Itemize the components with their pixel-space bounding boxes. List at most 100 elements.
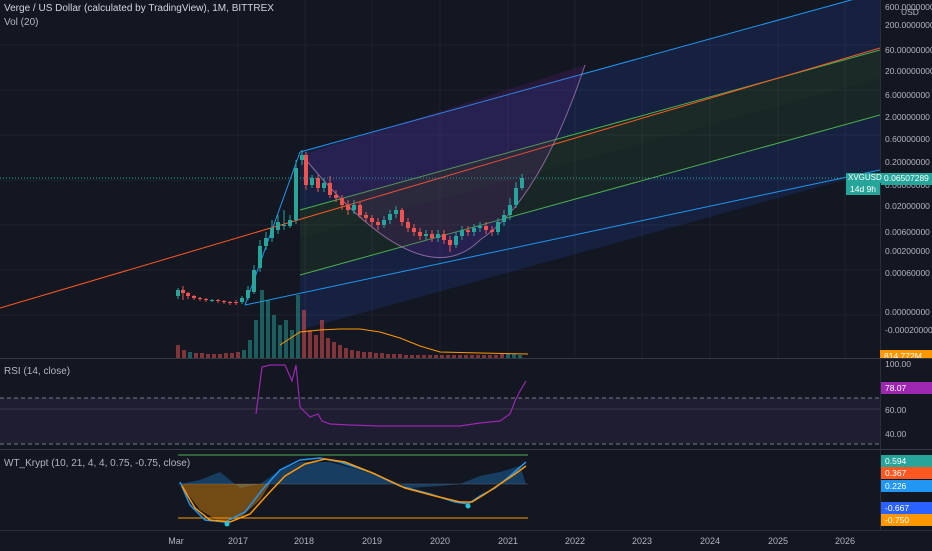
candle-body [346, 205, 350, 210]
volume-bar [512, 354, 516, 358]
price-tick: 0.60000000 [885, 134, 930, 144]
candle-body [276, 222, 280, 230]
candle-body [264, 238, 268, 246]
candle-body [222, 301, 226, 302]
candle-body [210, 300, 214, 301]
rsi-value-badge: 78.07 [881, 382, 932, 394]
volume-bar [518, 355, 522, 358]
volume-bar [434, 355, 438, 358]
cup-arc [301, 64, 586, 258]
time-tick: 2023 [631, 536, 653, 546]
candle-body [328, 183, 332, 195]
price-tick: 200.00000000 [885, 20, 932, 30]
rsi-chart[interactable] [0, 359, 880, 449]
wt-orange-line [181, 458, 527, 523]
price-chart[interactable] [0, 0, 880, 358]
price-badge: XVGUSD 0.06507289 [846, 173, 932, 183]
time-tick: 2019 [361, 536, 383, 546]
time-tick: 2026 [834, 536, 856, 546]
volume-bar [416, 355, 420, 358]
candle-body [352, 205, 356, 210]
volume-bar [506, 353, 510, 358]
volume-bar [362, 352, 366, 358]
candle-body [192, 296, 196, 298]
wt-chart[interactable] [0, 450, 880, 530]
channel-bottom-line [244, 169, 880, 306]
candle-body [484, 226, 488, 230]
pane-separator[interactable] [0, 358, 932, 359]
price-tick: 0.02000000 [885, 201, 930, 211]
channel-top-line [299, 0, 853, 153]
candle-body [300, 155, 304, 160]
rsi-axis[interactable]: 100.00 60.00 40.00 78.07 [880, 359, 932, 449]
candle-body [382, 220, 386, 225]
volume-bar [248, 340, 252, 358]
time-tick: 2018 [293, 536, 315, 546]
channel-upper-band [300, 0, 880, 210]
channel-mid-lower-band [300, 78, 880, 275]
price-tick: 600.00000000 [885, 2, 932, 12]
candle-body [181, 290, 185, 293]
candle-body [454, 236, 458, 245]
candle-body [364, 215, 368, 218]
pane-separator-2[interactable] [0, 449, 932, 450]
candle-body [370, 218, 374, 222]
candle-body [478, 226, 482, 228]
volume-bar [272, 315, 276, 358]
candle-body [198, 298, 202, 299]
candle-body [472, 228, 476, 232]
volume-bar [194, 353, 198, 358]
volume-bar [302, 310, 306, 358]
countdown-badge: 14d 9h [846, 183, 880, 195]
candle-body [216, 300, 220, 301]
volume-bar [176, 345, 180, 358]
candle-body [288, 220, 292, 226]
wt-axis[interactable]: 0.594 0.367 0.226 -0.667 -0.750 [880, 450, 932, 530]
wt-label: WT_Krypt (10, 21, 4, 4, 0.75, -0.75, clo… [4, 458, 191, 469]
volume-bars [176, 290, 522, 358]
wt-badge-3: 0.226 [881, 480, 932, 492]
candle-body [252, 270, 256, 292]
volume-bar [332, 342, 336, 358]
rsi-tick-100: 100.00 [885, 359, 911, 369]
rsi-value-text: 78.07 [885, 383, 907, 393]
volume-bar [308, 330, 312, 358]
volume-bar [392, 354, 396, 358]
volume-bar [320, 320, 324, 358]
volume-bar [440, 355, 444, 358]
price-tick: 60.00000000 [885, 45, 932, 55]
time-axis[interactable] [0, 530, 932, 551]
volume-bar [284, 320, 288, 358]
time-tick: 2024 [699, 536, 721, 546]
last-price: 0.06507289 [884, 173, 929, 183]
candle-body [430, 234, 434, 238]
volume-bar [242, 350, 246, 358]
candle-body [186, 293, 190, 296]
candle-body [514, 188, 518, 205]
volume-bar [260, 290, 264, 358]
volume-bar [422, 355, 426, 358]
price-tick: 0.20000000 [885, 157, 930, 167]
wt-neg-area [180, 484, 270, 522]
volume-bar [182, 350, 186, 358]
rsi-pane[interactable]: RSI (14, close) [0, 359, 880, 449]
time-tick: 2025 [767, 536, 789, 546]
volume-bar [374, 353, 378, 358]
rsi-line [255, 364, 527, 427]
volume-bar [404, 355, 408, 358]
price-pane[interactable]: Verge / US Dollar (calculated by Trading… [0, 0, 880, 358]
candle-body [176, 290, 180, 296]
volume-bar [398, 354, 402, 358]
candle-body [496, 222, 500, 232]
time-tick: 2021 [497, 536, 519, 546]
volume-bar [482, 355, 486, 358]
candle-body [418, 232, 422, 236]
candle-body [358, 205, 362, 215]
countdown-text: 14d 9h [850, 184, 876, 194]
candle-body [508, 205, 512, 215]
rsi-label: RSI (14, close) [4, 366, 71, 377]
volume-bar [212, 354, 216, 358]
wt-pane[interactable]: WT_Krypt (10, 21, 4, 4, 0.75, -0.75, clo… [0, 450, 880, 530]
candle-body [448, 240, 452, 245]
volume-bar [428, 355, 432, 358]
